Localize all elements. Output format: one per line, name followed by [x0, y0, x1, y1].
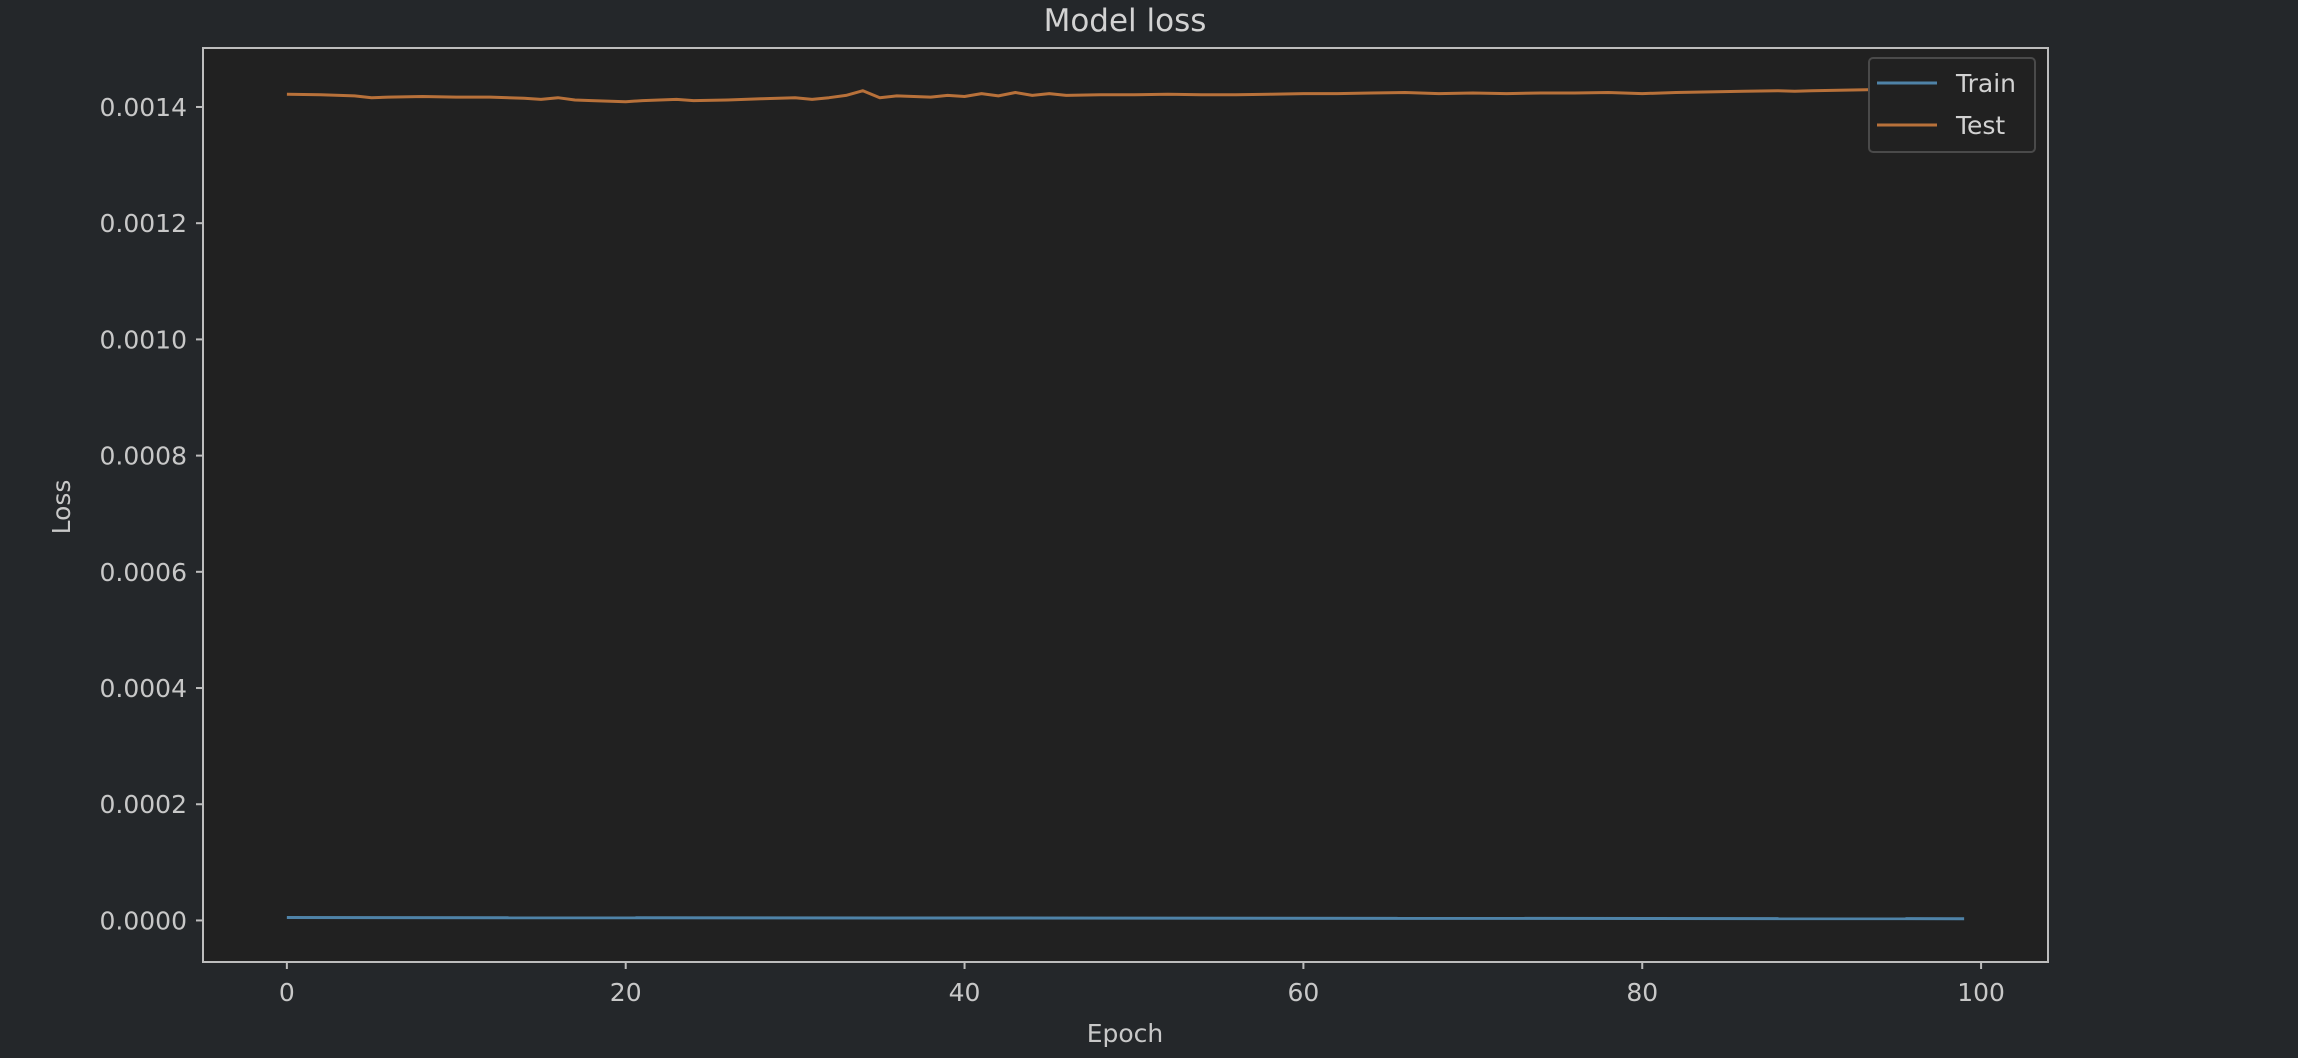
legend-label-test: Test — [1955, 111, 2005, 140]
y-tick-label: 0.0008 — [100, 442, 187, 471]
y-tick-label: 0.0006 — [100, 558, 187, 587]
y-axis-title: Loss — [47, 480, 76, 535]
x-axis-ticks: 0 20 40 60 80 100 — [279, 962, 2005, 1007]
x-tick-label: 20 — [610, 978, 642, 1007]
chart-title: Model loss — [1044, 3, 1207, 39]
legend: Train Test — [1868, 57, 2036, 153]
train-loss-line — [286, 916, 1965, 921]
test-loss-line — [286, 87, 1965, 104]
series-lines — [286, 87, 1965, 921]
y-tick-label: 0.0012 — [100, 209, 187, 238]
legend-label-train: Train — [1955, 69, 2016, 98]
x-tick-label: 60 — [1287, 978, 1319, 1007]
y-tick-label: 0.0002 — [100, 790, 187, 819]
y-tick-label: 0.0000 — [100, 906, 187, 935]
x-tick-label: 40 — [949, 978, 981, 1007]
x-axis-title: Epoch — [1087, 1019, 1164, 1048]
y-tick-label: 0.0010 — [100, 325, 187, 354]
plot-area — [203, 48, 2048, 962]
x-tick-label: 100 — [1957, 978, 2005, 1007]
x-tick-label: 80 — [1626, 978, 1658, 1007]
y-tick-label: 0.0004 — [100, 674, 187, 703]
y-tick-label: 0.0014 — [100, 93, 187, 122]
x-tick-label: 0 — [279, 978, 295, 1007]
plot-frame — [202, 47, 2049, 963]
y-axis-ticks: 0.0000 0.0002 0.0004 0.0006 0.0008 0.0010 0.00… — [100, 93, 203, 935]
